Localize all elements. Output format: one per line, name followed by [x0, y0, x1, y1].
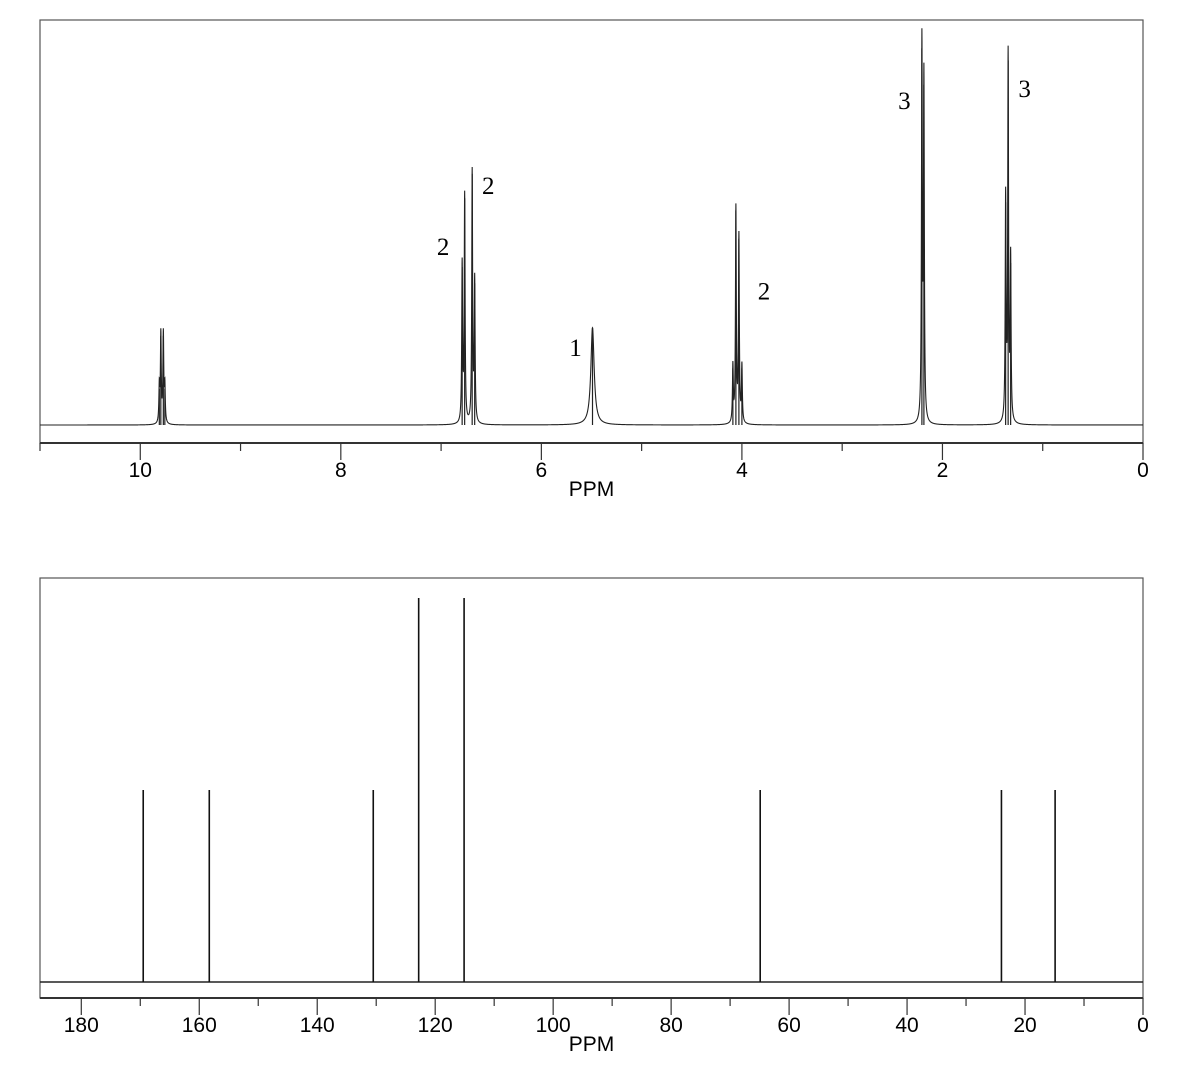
x-tick-label: 0 — [1137, 1014, 1149, 1037]
x-tick-label: 20 — [1013, 1014, 1036, 1037]
plot-frame — [39, 577, 1144, 999]
x-tick-label: 4 — [736, 459, 748, 482]
x-axis-title: PPM — [569, 1033, 615, 1056]
c-nmr-spectrum: 180 160 140 120 100 80 60 40 20 0 PPM — [39, 577, 1149, 1056]
x-tick-label: 180 — [64, 1014, 99, 1037]
x-tick-label: 60 — [777, 1014, 800, 1037]
x-tick-label: 40 — [895, 1014, 918, 1037]
x-tick-label: 160 — [182, 1014, 217, 1037]
spectrum-trace — [40, 28, 1143, 426]
x-tick-label: 2 — [937, 459, 949, 482]
x-tick-label: 100 — [536, 1014, 571, 1037]
integration-label: 2 — [482, 173, 495, 200]
integration-label: 3 — [898, 88, 911, 115]
x-tick-label: 6 — [536, 459, 548, 482]
x-axis-title: PPM — [569, 478, 615, 501]
integration-label: 1 — [569, 335, 582, 362]
integration-label: 2 — [758, 278, 771, 305]
h-nmr-spectrum: 10 8 6 4 2 0 PPM 2 2 1 2 3 3 — [39, 19, 1149, 501]
x-tick-label: 8 — [335, 459, 347, 482]
integration-label: 2 — [437, 234, 450, 261]
x-tick-label: 140 — [300, 1014, 335, 1037]
x-tick-label: 10 — [129, 459, 152, 482]
plot-frame — [39, 19, 1144, 444]
x-tick-label: 0 — [1137, 459, 1149, 482]
x-tick-label: 120 — [418, 1014, 453, 1037]
x-tick-label: 80 — [659, 1014, 682, 1037]
integration-label: 3 — [1018, 76, 1031, 103]
